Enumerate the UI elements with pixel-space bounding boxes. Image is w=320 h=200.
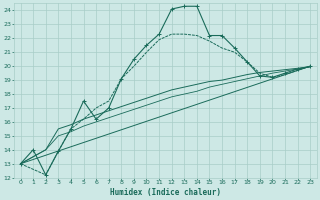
X-axis label: Humidex (Indice chaleur): Humidex (Indice chaleur) (110, 188, 221, 197)
